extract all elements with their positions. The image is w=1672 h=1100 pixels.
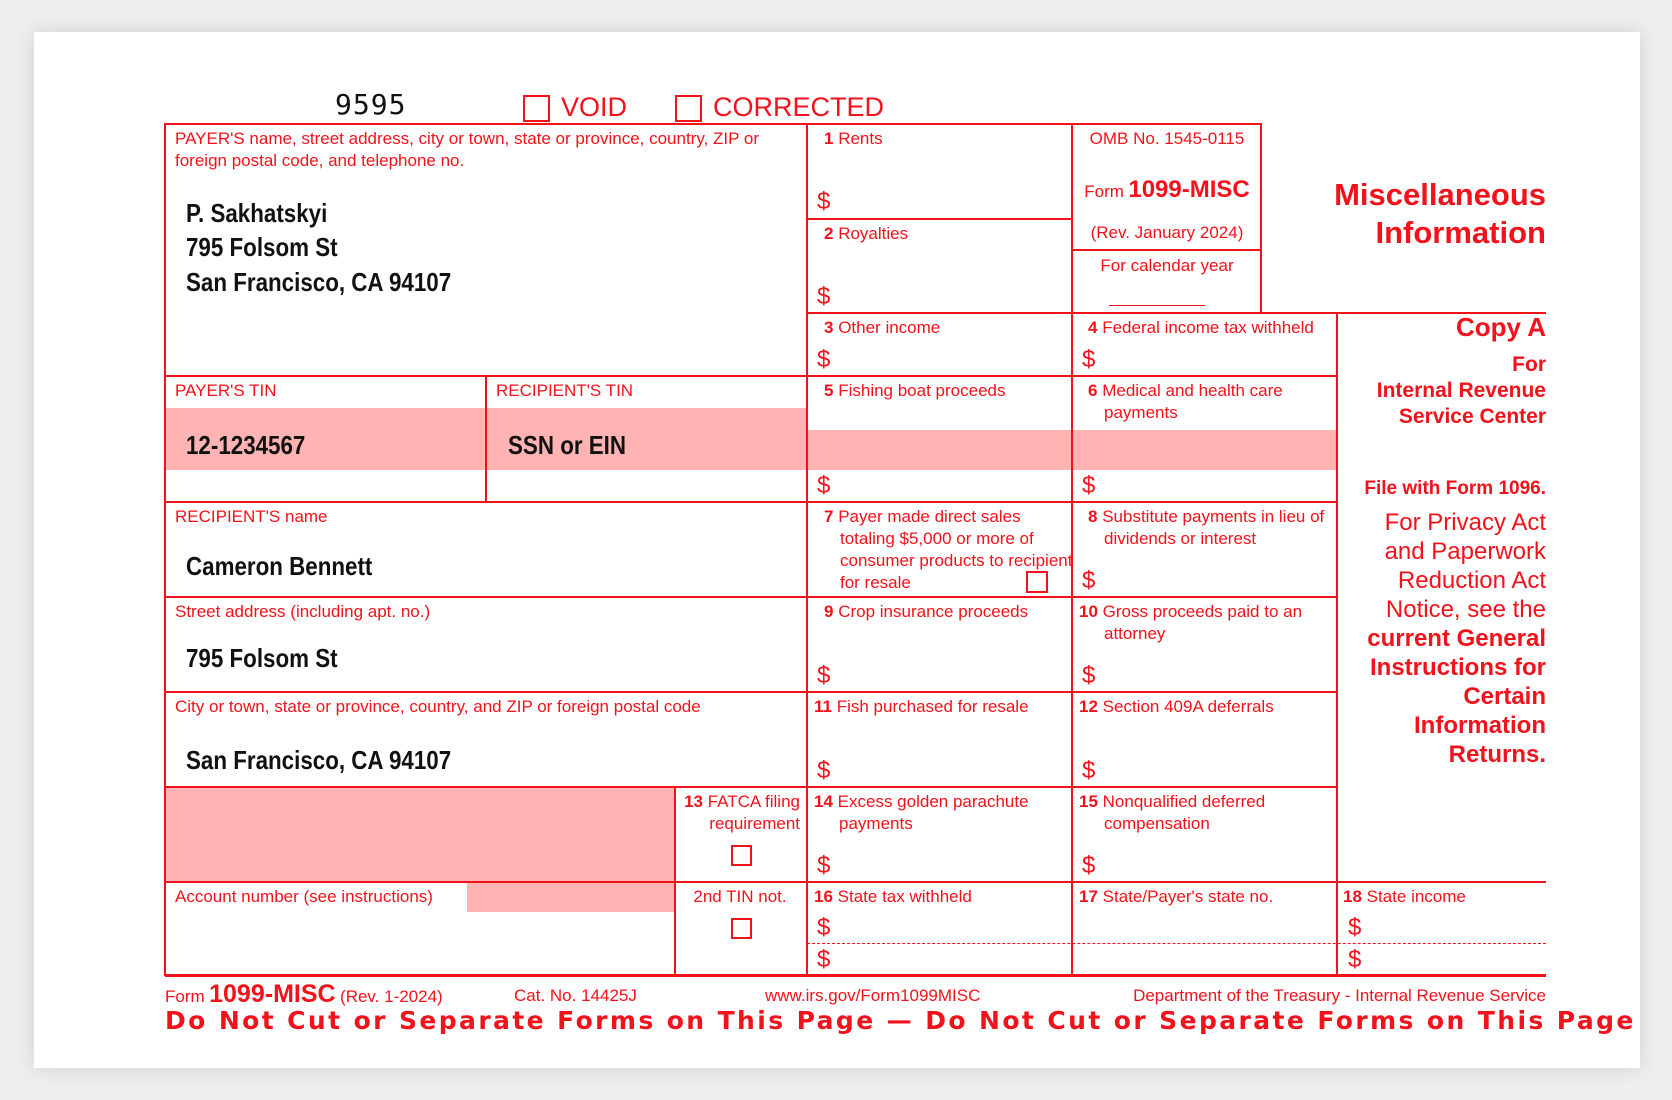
payer-street: 795 Folsom St xyxy=(186,232,338,262)
account-number-label: Account number (see instructions) xyxy=(175,887,433,906)
box16-dollar-1[interactable]: $ xyxy=(817,914,831,941)
cat-no: Cat. No. 14425J xyxy=(514,986,637,1005)
box7-checkbox[interactable] xyxy=(1026,571,1048,593)
box17-label: 17 State/Payer's state no. xyxy=(1079,887,1274,906)
second-tin-label: 2nd TIN not. xyxy=(693,887,787,906)
box12-dollar[interactable]: $ xyxy=(1082,757,1096,784)
box14-label: 14 Excess golden parachute payments xyxy=(814,792,1029,833)
box5-label: 5 Fishing boat proceeds xyxy=(824,381,1006,400)
form-title: Miscellaneous Information xyxy=(1334,177,1546,250)
box3-label: 3 Other income xyxy=(824,318,941,337)
calendar-year-label: For calendar year xyxy=(1100,256,1234,275)
corrected-checkbox[interactable] xyxy=(675,95,702,122)
box18-dollar-2[interactable]: $ xyxy=(1348,946,1362,973)
void-checkbox[interactable] xyxy=(523,95,550,122)
copy-a: Copy A xyxy=(1455,312,1546,342)
file-with: File with Form 1096. xyxy=(1364,478,1546,499)
recipient-tin-value[interactable]: SSN or EIN xyxy=(508,430,627,460)
grid-line xyxy=(165,596,1337,598)
box8-label: 8 Substitute payments in lieu of dividen… xyxy=(1088,507,1325,548)
city-address-label: City or town, state or province, country… xyxy=(175,697,701,716)
blank-shade xyxy=(165,787,675,882)
box2-label: 2 Royalties xyxy=(824,224,909,243)
payer-label: PAYER'S name, street address, city or to… xyxy=(175,129,760,170)
grid-line xyxy=(165,123,1262,125)
department: Department of the Treasury - Internal Re… xyxy=(1133,986,1546,1005)
box3-dollar[interactable]: $ xyxy=(817,346,831,373)
box1-label: 1 Rents xyxy=(824,129,883,148)
box14-dollar[interactable]: $ xyxy=(817,852,831,879)
grid-line xyxy=(1071,123,1073,976)
box11-dollar[interactable]: $ xyxy=(817,757,831,784)
irs-url[interactable]: www.irs.gov/Form1099MISC xyxy=(765,986,981,1005)
box6-dollar[interactable]: $ xyxy=(1082,472,1096,499)
box2-dollar[interactable]: $ xyxy=(817,283,831,310)
grid-line xyxy=(165,881,1546,883)
payer-name: P. Sakhatskyi xyxy=(186,198,328,228)
form-code: 9595 xyxy=(335,88,407,121)
omb-rev: (Rev. January 2024) xyxy=(1090,223,1244,242)
copy-destination: For Internal Revenue Service Center xyxy=(1376,353,1546,428)
street-address-value[interactable]: 795 Folsom St xyxy=(186,643,338,673)
grid-line xyxy=(1072,249,1262,251)
grid-line xyxy=(485,375,487,502)
fatca-label: 13 FATCA filing requirement xyxy=(684,792,800,833)
recipient-name-label: RECIPIENT'S name xyxy=(175,507,328,526)
grid-line xyxy=(674,786,676,976)
payer-tin-value[interactable]: 12-1234567 xyxy=(186,430,306,460)
payer-city: San Francisco, CA 94107 xyxy=(186,267,452,297)
box10-label: 10 Gross proceeds paid to an attorney xyxy=(1079,602,1303,643)
box5-dollar[interactable]: $ xyxy=(817,472,831,499)
do-not-cut-warning: Do Not Cut or Separate Forms on This Pag… xyxy=(165,1006,1636,1035)
box11-label: 11 Fish purchased for resale xyxy=(814,697,1029,716)
grid-line xyxy=(1336,312,1338,976)
box16-dollar-2[interactable]: $ xyxy=(817,946,831,973)
recipient-name-value[interactable]: Cameron Bennett xyxy=(186,551,373,581)
grid-line xyxy=(165,691,1337,693)
box15-label: 15 Nonqualified deferred compensation xyxy=(1079,792,1266,833)
box10-dollar[interactable]: $ xyxy=(1082,662,1096,689)
account-shade xyxy=(467,882,675,912)
grid-line xyxy=(165,974,1546,977)
calendar-year-field[interactable] xyxy=(1109,305,1205,306)
privacy-notice: For Privacy Act and Paperwork Reduction Ac… xyxy=(1367,509,1546,768)
grid-line xyxy=(806,123,808,976)
box18-dollar-1[interactable]: $ xyxy=(1348,914,1362,941)
grid-line xyxy=(164,123,166,976)
omb-number: OMB No. 1545-0115 xyxy=(1089,129,1245,148)
footer-form-name: Form 1099-MISC (Rev. 1-2024) xyxy=(165,980,443,1008)
recipient-tin-label: RECIPIENT'S TIN xyxy=(496,381,634,400)
box4-label: 4 Federal income tax withheld xyxy=(1088,318,1314,337)
form-page xyxy=(34,32,1640,1068)
payer-tin-label: PAYER'S TIN xyxy=(175,381,277,400)
street-address-label: Street address (including apt. no.) xyxy=(175,602,431,621)
box6-label: 6 Medical and health care payments xyxy=(1088,381,1283,422)
second-tin-checkbox[interactable] xyxy=(731,918,752,939)
grid-line xyxy=(1260,123,1262,313)
box15-dollar[interactable]: $ xyxy=(1082,852,1096,879)
box9-dollar[interactable]: $ xyxy=(817,662,831,689)
grid-line xyxy=(165,786,1337,788)
omb-form-name: Form 1099-MISC xyxy=(1084,176,1250,203)
box18-label: 18 State income xyxy=(1343,887,1466,906)
grid-line xyxy=(807,312,1546,314)
city-address-value[interactable]: San Francisco, CA 94107 xyxy=(186,745,452,775)
box7-label: 7 Payer made direct sales totaling $5,00… xyxy=(824,507,1073,592)
fatca-checkbox[interactable] xyxy=(731,845,752,866)
box4-dollar[interactable]: $ xyxy=(1082,346,1096,373)
corrected-label: CORRECTED xyxy=(713,92,885,122)
grid-line xyxy=(165,501,1337,503)
void-label: VOID xyxy=(561,92,628,122)
grid-line xyxy=(165,375,1337,377)
box1-dollar[interactable]: $ xyxy=(817,188,831,215)
grid-line xyxy=(807,218,1072,220)
box16-label: 16 State tax withheld xyxy=(814,887,972,906)
box9-label: 9 Crop insurance proceeds xyxy=(824,602,1029,621)
box8-dollar[interactable]: $ xyxy=(1082,567,1096,594)
box12-label: 12 Section 409A deferrals xyxy=(1079,697,1274,716)
